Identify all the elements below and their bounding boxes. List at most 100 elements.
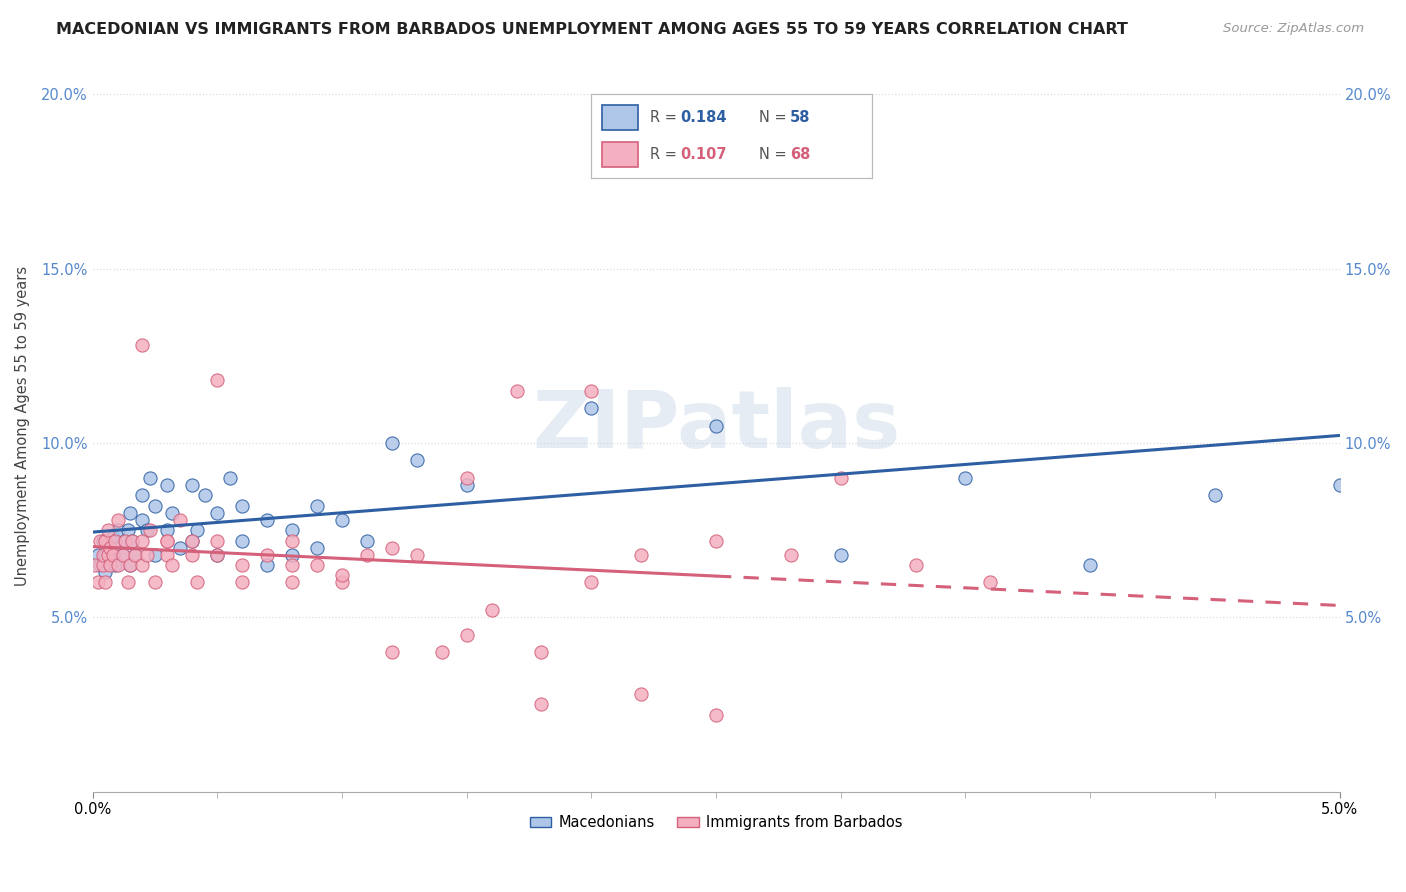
- Point: [169, 541, 191, 555]
- Point: [98, 551, 121, 566]
- Point: [830, 548, 852, 562]
- Point: [107, 523, 129, 537]
- Point: [162, 506, 184, 520]
- Point: [256, 548, 278, 562]
- Point: [107, 558, 129, 572]
- Point: [104, 558, 127, 572]
- Point: [356, 533, 378, 548]
- Point: [281, 533, 304, 548]
- Point: [91, 533, 114, 548]
- FancyBboxPatch shape: [602, 142, 638, 168]
- Point: [281, 523, 304, 537]
- Point: [456, 628, 478, 642]
- Point: [505, 384, 527, 398]
- Point: [456, 471, 478, 485]
- Point: [207, 548, 229, 562]
- Point: [904, 558, 927, 572]
- Point: [131, 513, 153, 527]
- Point: [97, 523, 120, 537]
- Point: [430, 645, 453, 659]
- Text: ZIPatlas: ZIPatlas: [531, 386, 900, 465]
- Point: [704, 707, 727, 722]
- Y-axis label: Unemployment Among Ages 55 to 59 years: Unemployment Among Ages 55 to 59 years: [15, 266, 30, 586]
- Point: [156, 523, 179, 537]
- Point: [143, 575, 166, 590]
- Point: [256, 558, 278, 572]
- Point: [1329, 478, 1351, 492]
- Point: [207, 533, 229, 548]
- Point: [121, 533, 143, 548]
- Point: [1078, 558, 1101, 572]
- Text: R =: R =: [650, 110, 681, 125]
- Point: [581, 384, 603, 398]
- Point: [124, 548, 146, 562]
- Point: [181, 478, 204, 492]
- FancyBboxPatch shape: [602, 104, 638, 130]
- Point: [581, 401, 603, 416]
- Text: N =: N =: [759, 147, 792, 162]
- Point: [118, 558, 141, 572]
- Point: [86, 575, 108, 590]
- Point: [704, 533, 727, 548]
- Point: [131, 488, 153, 502]
- Point: [114, 533, 136, 548]
- Point: [107, 541, 129, 555]
- Point: [381, 645, 404, 659]
- Point: [955, 471, 977, 485]
- Point: [356, 548, 378, 562]
- Point: [630, 687, 652, 701]
- Point: [117, 523, 139, 537]
- Point: [779, 548, 801, 562]
- Point: [330, 575, 353, 590]
- Point: [118, 506, 141, 520]
- Point: [156, 548, 179, 562]
- Point: [136, 523, 159, 537]
- Point: [281, 548, 304, 562]
- Text: 58: 58: [790, 110, 811, 125]
- Legend: Macedonians, Immigrants from Barbados: Macedonians, Immigrants from Barbados: [524, 809, 908, 836]
- Text: 68: 68: [790, 147, 810, 162]
- Text: N =: N =: [759, 110, 792, 125]
- Point: [94, 548, 117, 562]
- Point: [405, 453, 427, 467]
- Point: [91, 558, 114, 572]
- Point: [117, 575, 139, 590]
- Point: [156, 533, 179, 548]
- Point: [121, 533, 143, 548]
- Point: [86, 548, 108, 562]
- Point: [281, 558, 304, 572]
- Point: [136, 548, 159, 562]
- Point: [1204, 488, 1226, 502]
- Text: R =: R =: [650, 147, 681, 162]
- Point: [91, 548, 114, 562]
- Point: [194, 488, 217, 502]
- Point: [207, 548, 229, 562]
- Point: [169, 513, 191, 527]
- Point: [181, 533, 204, 548]
- Point: [305, 541, 328, 555]
- Point: [98, 558, 121, 572]
- Point: [162, 558, 184, 572]
- Point: [330, 568, 353, 582]
- Text: 0.107: 0.107: [681, 147, 727, 162]
- Point: [405, 548, 427, 562]
- Point: [94, 533, 117, 548]
- Point: [131, 558, 153, 572]
- Point: [139, 471, 162, 485]
- Point: [101, 548, 124, 562]
- Point: [124, 548, 146, 562]
- Point: [94, 565, 117, 579]
- Point: [181, 548, 204, 562]
- Point: [131, 533, 153, 548]
- Point: [207, 506, 229, 520]
- Point: [381, 436, 404, 450]
- Text: 0.184: 0.184: [681, 110, 727, 125]
- Point: [231, 575, 253, 590]
- Point: [98, 533, 121, 548]
- Point: [89, 558, 111, 572]
- Point: [281, 575, 304, 590]
- Point: [630, 548, 652, 562]
- Point: [131, 338, 153, 352]
- Point: [530, 698, 553, 712]
- Point: [107, 513, 129, 527]
